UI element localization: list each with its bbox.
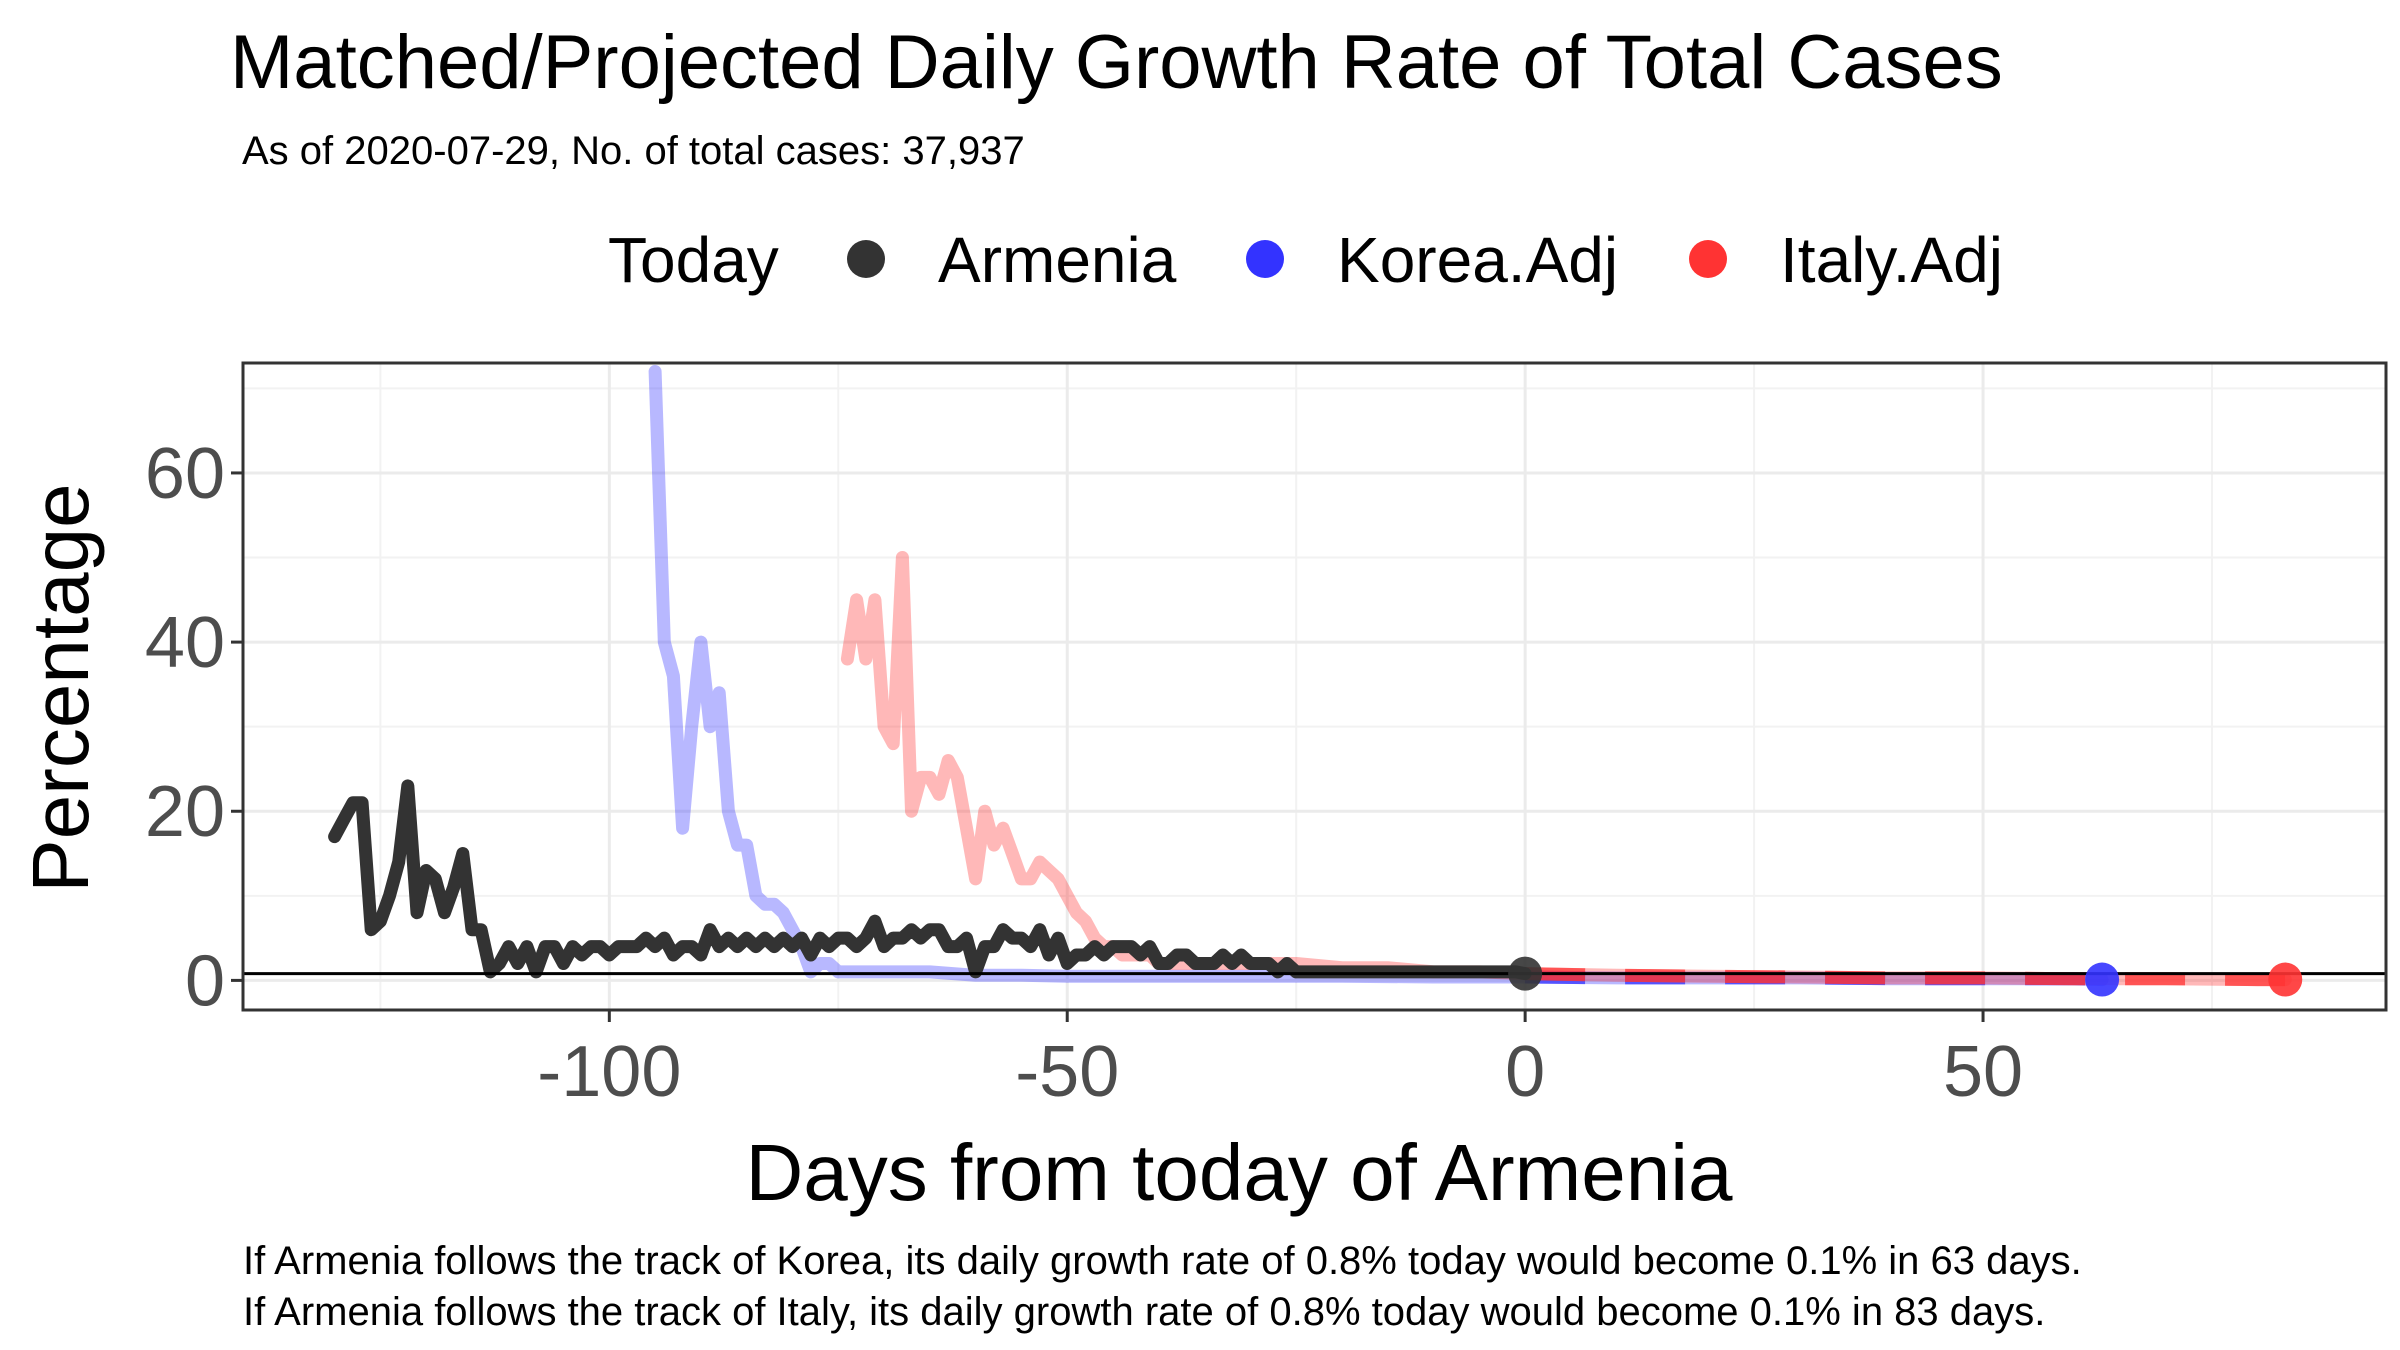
series-projection-italy-adj [1524, 967, 2286, 987]
today-point-italy-adj [2268, 962, 2303, 997]
chart-subtitle: As of 2020-07-29, No. of total cases: 37… [242, 129, 1025, 173]
series-line-armenia [328, 779, 1532, 981]
x-axis-title: Days from today of Armenia [745, 1128, 1733, 1217]
legend-key-korea [1246, 240, 1284, 278]
today-point-korea-adj [2085, 962, 2120, 997]
today-point-armenia [1508, 956, 1543, 991]
legend: Today Armenia Korea.Adj Italy.Adj [608, 224, 2003, 296]
plot-panel [243, 363, 2386, 1010]
legend-key-armenia [847, 240, 885, 278]
today-points [1508, 956, 2303, 997]
caption-italy: If Armenia follows the track of Italy, i… [243, 1290, 2045, 1334]
y-tick-label: 60 [145, 434, 225, 514]
x-tick-label: 0 [1505, 1032, 1545, 1112]
y-axis-title: Percentage [16, 483, 105, 892]
legend-title: Today [608, 224, 779, 296]
legend-key-italy [1689, 240, 1727, 278]
x-axis: -100 -50 0 50 [537, 1010, 2023, 1112]
series-line-korea-adj [648, 365, 2109, 987]
x-tick-label: 50 [1943, 1032, 2023, 1112]
x-tick-label: -100 [537, 1032, 681, 1112]
legend-label-armenia: Armenia [938, 224, 1177, 296]
y-axis: 0 20 40 60 [145, 434, 243, 1021]
caption-korea: If Armenia follows the track of Korea, i… [243, 1239, 2082, 1283]
legend-label-italy: Italy.Adj [1780, 224, 2003, 296]
legend-label-korea: Korea.Adj [1337, 224, 1618, 296]
plot-border [241, 361, 2388, 1012]
y-tick-label: 0 [185, 941, 225, 1021]
y-tick-label: 20 [145, 772, 225, 852]
y-tick-label: 40 [145, 603, 225, 683]
chart-title: Matched/Projected Daily Growth Rate of T… [230, 20, 2003, 105]
x-tick-label: -50 [1015, 1032, 1119, 1112]
